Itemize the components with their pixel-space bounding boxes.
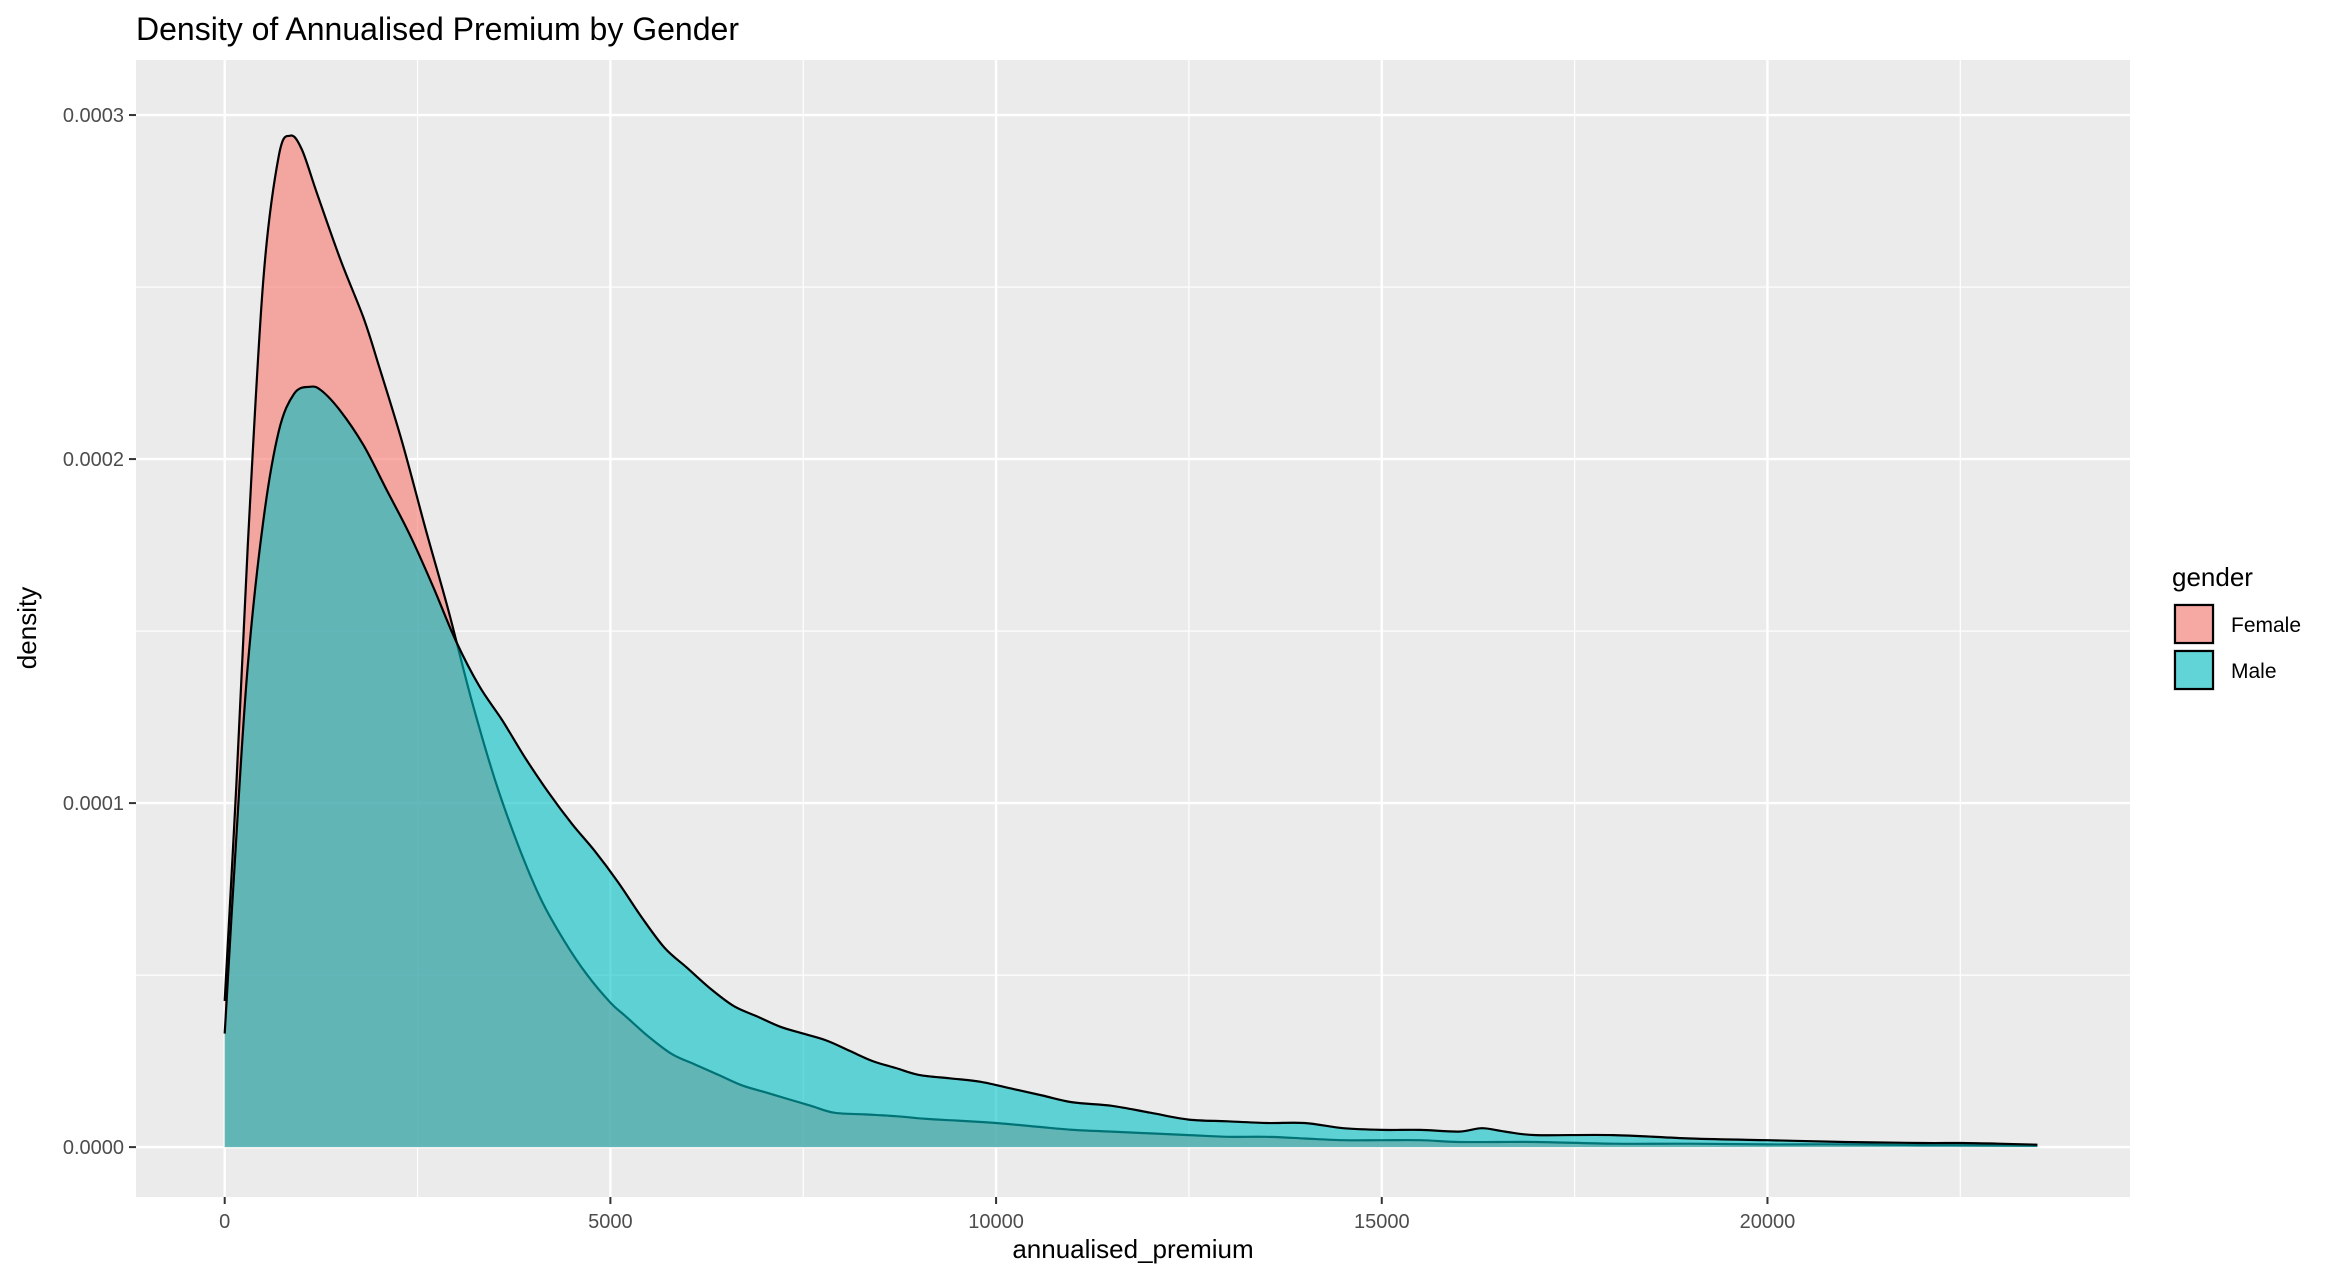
density-area-male [224, 386, 2038, 1148]
density-line-male [223, 385, 2038, 1146]
legend-label-female: Female [2231, 614, 2301, 637]
x-axis-title: annualised_premium [1012, 1234, 1253, 1264]
legend-label-male: Male [2231, 660, 2277, 683]
y-tick-label: 0.0000 [63, 1137, 124, 1159]
minor-gridlines [136, 60, 2130, 1197]
y-tick-label: 0.0002 [63, 449, 124, 471]
legend-title: gender [2172, 562, 2253, 592]
density-areas [223, 134, 2038, 1148]
y-tick-label: 0.0001 [63, 793, 124, 815]
x-tick-label: 15000 [1354, 1211, 1410, 1233]
y-axis-title: density [12, 587, 42, 669]
y-axis: 0.0000 0.0001 0.0002 0.0003 [63, 105, 136, 1159]
chart-title: Density of Annualised Premium by Gender [136, 11, 739, 47]
x-tick-label: 0 [219, 1211, 230, 1233]
x-tick-label: 20000 [1740, 1211, 1796, 1233]
legend-swatch-female [2173, 603, 2215, 645]
x-axis: 0 5000 10000 15000 20000 [219, 1197, 1795, 1233]
legend-swatch-male [2173, 649, 2215, 691]
x-tick-label: 5000 [588, 1211, 633, 1233]
x-tick-label: 10000 [968, 1211, 1024, 1233]
legend: gender Female Male [2172, 562, 2301, 691]
y-tick-label: 0.0003 [63, 105, 124, 127]
